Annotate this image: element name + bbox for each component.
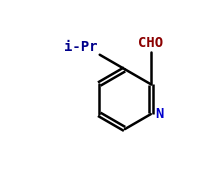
Text: N: N (154, 107, 163, 121)
Text: CHO: CHO (138, 36, 163, 50)
Text: i-Pr: i-Pr (64, 40, 97, 54)
